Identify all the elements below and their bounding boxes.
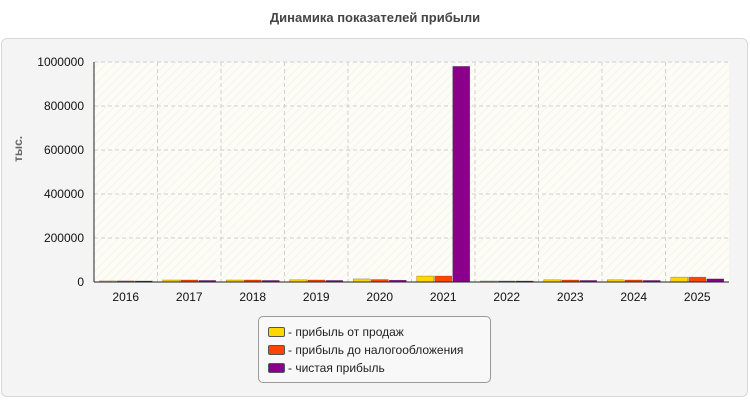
x-tick-label: 2019 (303, 290, 330, 304)
legend-item-net-profit: - чистая прибыль (268, 359, 490, 377)
y-tick-label: 1000000 (37, 55, 84, 69)
y-tick-label: 0 (77, 275, 84, 289)
x-tick-label: 2018 (239, 290, 266, 304)
y-tick-label: 800000 (44, 99, 84, 113)
x-tick-label: 2025 (684, 290, 711, 304)
legend-label: - чистая прибыль (288, 361, 385, 375)
x-tick-label: 2016 (112, 290, 139, 304)
legend: - прибыль от продаж - прибыль до налогоо… (258, 316, 491, 383)
legend-swatch (268, 363, 285, 373)
legend-item-pretax-profit: - прибыль до налогообложения (268, 341, 490, 359)
chart-title: Динамика показателей прибыли (269, 10, 481, 25)
legend-label: - прибыль до налогообложения (288, 343, 464, 357)
legend-swatch (268, 327, 285, 337)
bar (670, 276, 689, 283)
x-tick-label: 2021 (430, 290, 457, 304)
x-tick-label: 2022 (493, 290, 520, 304)
bar (416, 275, 435, 283)
y-tick-label: 600000 (44, 143, 84, 157)
x-tick-label: 2023 (557, 290, 584, 304)
x-tick-label: 2017 (176, 290, 203, 304)
legend-swatch (268, 345, 285, 355)
bar (688, 276, 707, 283)
x-tick-label: 2024 (620, 290, 647, 304)
bar (452, 66, 471, 283)
y-axis-title: тыс. (11, 135, 25, 162)
y-tick-label: 400000 (44, 187, 84, 201)
x-tick-label: 2020 (366, 290, 393, 304)
legend-item-sales-profit: - прибыль от продаж (268, 323, 490, 341)
bar (434, 275, 453, 283)
legend-label: - прибыль от продаж (288, 325, 404, 339)
plot-area-hatch (94, 62, 729, 282)
y-tick-label: 200000 (44, 231, 84, 245)
